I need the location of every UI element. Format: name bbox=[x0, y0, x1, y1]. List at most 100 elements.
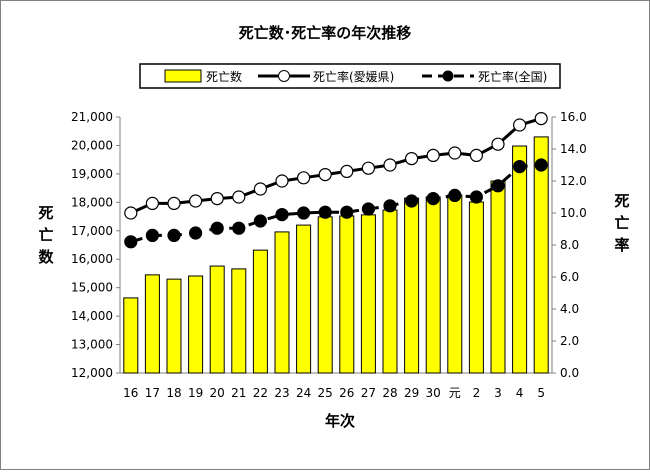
rate-national-point bbox=[426, 192, 440, 206]
x-axis-label: 年次 bbox=[325, 412, 355, 430]
rate-ehime-point bbox=[534, 111, 548, 126]
y-right-tick-label: 14.0 bbox=[560, 142, 587, 156]
rate-national-point bbox=[189, 226, 203, 240]
x-tick-label: 4 bbox=[516, 386, 524, 400]
rate-national-point bbox=[469, 190, 483, 204]
rate-ehime-point bbox=[491, 137, 505, 151]
x-tick-label: 22 bbox=[253, 386, 268, 400]
rate-national-point bbox=[318, 205, 332, 219]
x-tick-label: 30 bbox=[426, 386, 441, 400]
y-left-tick-label: 20,000 bbox=[71, 138, 113, 152]
bar-deaths bbox=[209, 265, 225, 374]
x-tick-label: 3 bbox=[494, 386, 502, 400]
bar-deaths bbox=[533, 136, 549, 374]
bar-deaths bbox=[425, 196, 441, 374]
y-left-tick-label: 14,000 bbox=[71, 309, 113, 323]
legend: 死亡数 死亡率(愛媛県) 死亡率(全国) bbox=[139, 63, 561, 89]
rate-ehime-point bbox=[232, 190, 246, 204]
legend-swatch-national-marker bbox=[442, 70, 454, 82]
rate-ehime-point bbox=[448, 146, 462, 160]
y-left-tick-label: 17,000 bbox=[71, 224, 113, 238]
rate-ehime-point bbox=[361, 161, 375, 175]
rate-national-point bbox=[232, 221, 246, 235]
rate-national-point bbox=[340, 205, 354, 219]
bar-deaths bbox=[188, 275, 204, 374]
rate-national-point bbox=[145, 228, 159, 242]
rate-ehime-point bbox=[167, 196, 181, 210]
bar-deaths bbox=[339, 215, 355, 374]
y-right-tick-label: 6.0 bbox=[560, 270, 579, 284]
bar-deaths bbox=[382, 209, 398, 374]
bar-deaths bbox=[123, 297, 139, 374]
x-tick-label: 20 bbox=[210, 386, 225, 400]
y-right-tick-label: 8.0 bbox=[560, 238, 579, 252]
rate-national-point bbox=[383, 199, 397, 213]
y-right-tick-label: 10.0 bbox=[560, 206, 587, 220]
rate-ehime-point bbox=[210, 192, 224, 206]
bar-deaths bbox=[296, 224, 312, 374]
bar-deaths bbox=[490, 180, 506, 374]
bar-deaths bbox=[360, 214, 376, 374]
rate-ehime-point bbox=[318, 168, 332, 182]
x-tick-label: 2 bbox=[473, 386, 481, 400]
y-right-label-char: 率 bbox=[614, 236, 629, 254]
x-tick-label: 18 bbox=[166, 386, 181, 400]
rate-ehime-point bbox=[469, 148, 483, 162]
legend-label-national: 死亡率(全国) bbox=[478, 69, 547, 84]
rate-national-point bbox=[124, 235, 138, 249]
legend-box bbox=[139, 63, 561, 89]
x-tick-label: 19 bbox=[188, 386, 203, 400]
y-right-tick-label: 0.0 bbox=[560, 366, 579, 380]
rate-ehime-point bbox=[512, 118, 527, 132]
rate-national-point bbox=[167, 228, 181, 242]
bar-deaths bbox=[274, 231, 290, 374]
rate-national-point bbox=[512, 160, 527, 174]
rate-national-point bbox=[534, 158, 548, 172]
y-right-tick-label: 2.0 bbox=[560, 334, 579, 348]
rate-national-point bbox=[275, 208, 289, 222]
y-right-label-char: 亡 bbox=[614, 214, 629, 232]
y-left-tick-label: 19,000 bbox=[71, 167, 113, 181]
bar-deaths bbox=[447, 194, 463, 374]
x-tick-label: 26 bbox=[339, 386, 354, 400]
bar-deaths bbox=[252, 249, 268, 374]
legend-label-deaths: 死亡数 bbox=[206, 69, 242, 84]
bar-deaths bbox=[404, 197, 420, 374]
x-tick-label: 25 bbox=[318, 386, 333, 400]
x-tick-label: 21 bbox=[231, 386, 246, 400]
y-left-tick-label: 16,000 bbox=[71, 252, 113, 266]
rate-national-point bbox=[253, 214, 267, 228]
rate-ehime-point bbox=[297, 171, 311, 185]
y-left-label-char: 死 bbox=[38, 204, 53, 222]
bar-deaths bbox=[231, 268, 247, 374]
x-tick-label: 23 bbox=[274, 386, 289, 400]
bar-deaths bbox=[317, 216, 333, 374]
rate-ehime-point bbox=[426, 148, 440, 162]
y-left-tick-label: 15,000 bbox=[71, 281, 113, 295]
y-right-tick-label: 16.0 bbox=[560, 110, 587, 124]
x-tick-label: 27 bbox=[361, 386, 376, 400]
bar-deaths bbox=[144, 274, 160, 374]
y-right-label-char: 死 bbox=[614, 192, 629, 210]
rate-national-point bbox=[361, 202, 375, 216]
rate-ehime-point bbox=[145, 196, 159, 210]
bar-deaths bbox=[468, 201, 484, 374]
y-left-label-char: 亡 bbox=[38, 226, 53, 244]
y-left-tick-label: 21,000 bbox=[71, 110, 113, 124]
x-tick-label: 元 bbox=[449, 386, 461, 400]
x-tick-label: 16 bbox=[123, 386, 138, 400]
chart-title: 死亡数･死亡率の年次推移 bbox=[239, 24, 412, 42]
bar-deaths bbox=[512, 145, 528, 374]
x-tick-label: 17 bbox=[145, 386, 160, 400]
y-left-tick-label: 18,000 bbox=[71, 195, 113, 209]
rate-ehime-point bbox=[340, 164, 354, 178]
rate-ehime-point bbox=[405, 152, 419, 166]
rate-national-point bbox=[210, 221, 224, 235]
y-left-label-char: 数 bbox=[38, 248, 54, 266]
rate-national-point bbox=[405, 194, 419, 208]
legend-label-ehime: 死亡率(愛媛県) bbox=[313, 69, 394, 84]
legend-swatch-deaths bbox=[164, 69, 202, 83]
bar-deaths bbox=[166, 278, 182, 374]
x-tick-label: 5 bbox=[537, 386, 545, 400]
